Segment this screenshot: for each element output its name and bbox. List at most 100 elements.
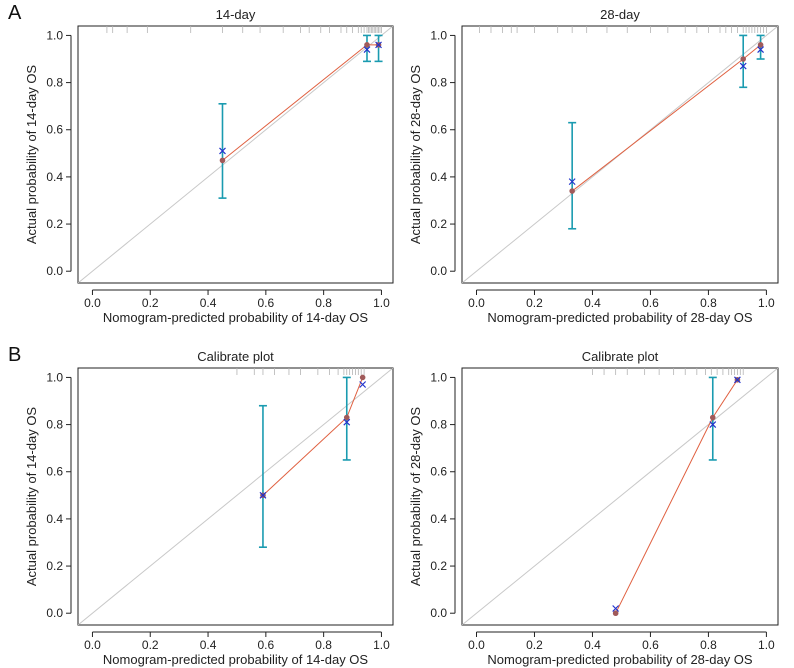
x-tick-label: 0.6 xyxy=(258,638,275,652)
observed-point xyxy=(219,157,226,164)
bias-corrected-marker xyxy=(343,418,351,426)
y-tick-label: 0.8 xyxy=(430,418,447,432)
y-tick-label: 0.6 xyxy=(430,123,447,137)
x-tick-label: 0.2 xyxy=(142,296,159,310)
x-axis-label: Nomogram-predicted probability of 14-day… xyxy=(103,310,369,325)
y-tick-label: 0.8 xyxy=(430,76,447,90)
ideal-line xyxy=(78,368,393,625)
chart-title: 28-day xyxy=(600,7,640,22)
plot-frame xyxy=(77,367,394,626)
chart-title: 14-day xyxy=(216,7,256,22)
y-tick-label: 0.4 xyxy=(46,512,63,526)
data-area xyxy=(78,368,393,625)
x-tick-label: 0.4 xyxy=(584,638,601,652)
y-tick-label: 0.2 xyxy=(430,217,447,231)
y-tick-label: 0.2 xyxy=(46,217,63,231)
x-tick-label: 0.0 xyxy=(468,638,485,652)
y-tick-label: 0.6 xyxy=(46,465,63,479)
y-tick-label: 0.4 xyxy=(430,512,447,526)
y-tick-label: 1.0 xyxy=(430,28,447,42)
bias-corrected-marker xyxy=(739,62,747,70)
x-tick-label: 0.4 xyxy=(200,638,217,652)
observed-point xyxy=(569,188,575,194)
plot-frame xyxy=(77,25,394,284)
bias-corrected-marker xyxy=(757,46,765,54)
y-tick-label: 0.8 xyxy=(46,76,63,90)
x-tick-label: 0.2 xyxy=(142,638,159,652)
x-axis-label: Nomogram-predicted probability of 28-day… xyxy=(487,310,753,325)
observed-point xyxy=(757,42,764,48)
x-tick-label: 0.0 xyxy=(468,296,485,310)
y-tick-label: 0.0 xyxy=(430,606,447,620)
y-axis-label: Actual probability of 14-day OS xyxy=(24,407,39,587)
chart-1: 14-day 0.0 0.2 0.4 0.6 0.8 1.0 Nomogram-predict… xyxy=(24,7,394,325)
bias-corrected-marker xyxy=(612,605,620,612)
y-tick-label: 0.4 xyxy=(46,170,63,184)
observed-point xyxy=(740,56,747,62)
bias-corrected-marker xyxy=(219,147,226,155)
apparent-line xyxy=(615,379,738,614)
plot-frame xyxy=(461,367,779,626)
x-axis-label: Nomogram-predicted probability of 14-day… xyxy=(103,652,369,667)
x-tick-label: 0.2 xyxy=(526,296,543,310)
x-tick-label: 1.0 xyxy=(758,638,775,652)
panel-letter-a: A xyxy=(8,2,22,24)
ideal-line xyxy=(78,26,393,283)
y-tick-label: 1.0 xyxy=(46,28,63,42)
x-tick-label: 0.2 xyxy=(526,638,543,652)
y-tick-label: 1.0 xyxy=(430,370,447,384)
x-tick-label: 0.4 xyxy=(584,296,601,310)
y-tick-label: 0.2 xyxy=(430,559,447,573)
bias-corrected-marker xyxy=(259,491,267,499)
x-tick-label: 1.0 xyxy=(373,296,390,310)
x-tick-label: 1.0 xyxy=(373,638,390,652)
apparent-line xyxy=(262,377,364,496)
x-tick-label: 0.8 xyxy=(700,638,717,652)
x-tick-label: 0.4 xyxy=(200,296,217,310)
y-tick-label: 0.6 xyxy=(430,465,447,479)
chart-title: Calibrate plot xyxy=(582,349,659,364)
x-tick-label: 0.8 xyxy=(315,638,332,652)
data-area xyxy=(462,368,778,625)
y-axis-label: Actual probability of 28-day OS xyxy=(408,407,423,587)
chart-2: 28-day 0.0 0.2 0.4 0.6 0.8 1.0 Nomogram-predict… xyxy=(408,7,779,325)
observed-point xyxy=(364,42,370,48)
plot-frame xyxy=(461,25,779,284)
bias-corrected-marker xyxy=(375,41,382,49)
x-tick-label: 0.6 xyxy=(642,296,659,310)
y-tick-label: 0.0 xyxy=(46,264,63,278)
panel-letter-b: B xyxy=(8,344,22,366)
bias-corrected-marker xyxy=(568,178,576,186)
y-tick-label: 0.4 xyxy=(430,170,447,184)
data-area xyxy=(78,26,393,283)
x-tick-label: 0.8 xyxy=(700,296,717,310)
observed-point xyxy=(359,374,366,381)
apparent-line xyxy=(571,44,761,192)
x-axis-label: Nomogram-predicted probability of 28-day… xyxy=(487,652,753,667)
bias-corrected-marker xyxy=(733,376,741,384)
observed-point xyxy=(612,610,619,617)
x-tick-label: 0.0 xyxy=(84,638,101,652)
x-tick-label: 0.8 xyxy=(315,296,332,310)
data-area xyxy=(462,26,778,283)
y-tick-label: 0.8 xyxy=(46,418,63,432)
bias-corrected-marker xyxy=(359,381,367,388)
bias-corrected-marker xyxy=(363,46,371,54)
x-tick-label: 0.6 xyxy=(642,638,659,652)
chart-title: Calibrate plot xyxy=(197,349,274,364)
apparent-line xyxy=(222,44,379,161)
y-axis-label: Actual probability of 28-day OS xyxy=(408,65,423,245)
y-tick-label: 0.0 xyxy=(430,264,447,278)
x-tick-label: 0.0 xyxy=(84,296,101,310)
ideal-line xyxy=(462,368,778,625)
x-tick-label: 0.6 xyxy=(258,296,275,310)
observed-point xyxy=(709,414,716,421)
observed-point xyxy=(343,414,350,421)
x-tick-label: 1.0 xyxy=(758,296,775,310)
y-tick-label: 0.6 xyxy=(46,123,63,137)
y-tick-label: 1.0 xyxy=(46,370,63,384)
chart-4: Calibrate plot 0.0 0.2 0.4 0.6 0.8 1.0 Nomogram… xyxy=(408,349,779,667)
chart-3: Calibrate plot 0.0 0.2 0.4 0.6 0.8 1.0 Nomogram… xyxy=(24,349,394,667)
y-tick-label: 0.2 xyxy=(46,559,63,573)
bias-corrected-marker xyxy=(709,421,717,429)
